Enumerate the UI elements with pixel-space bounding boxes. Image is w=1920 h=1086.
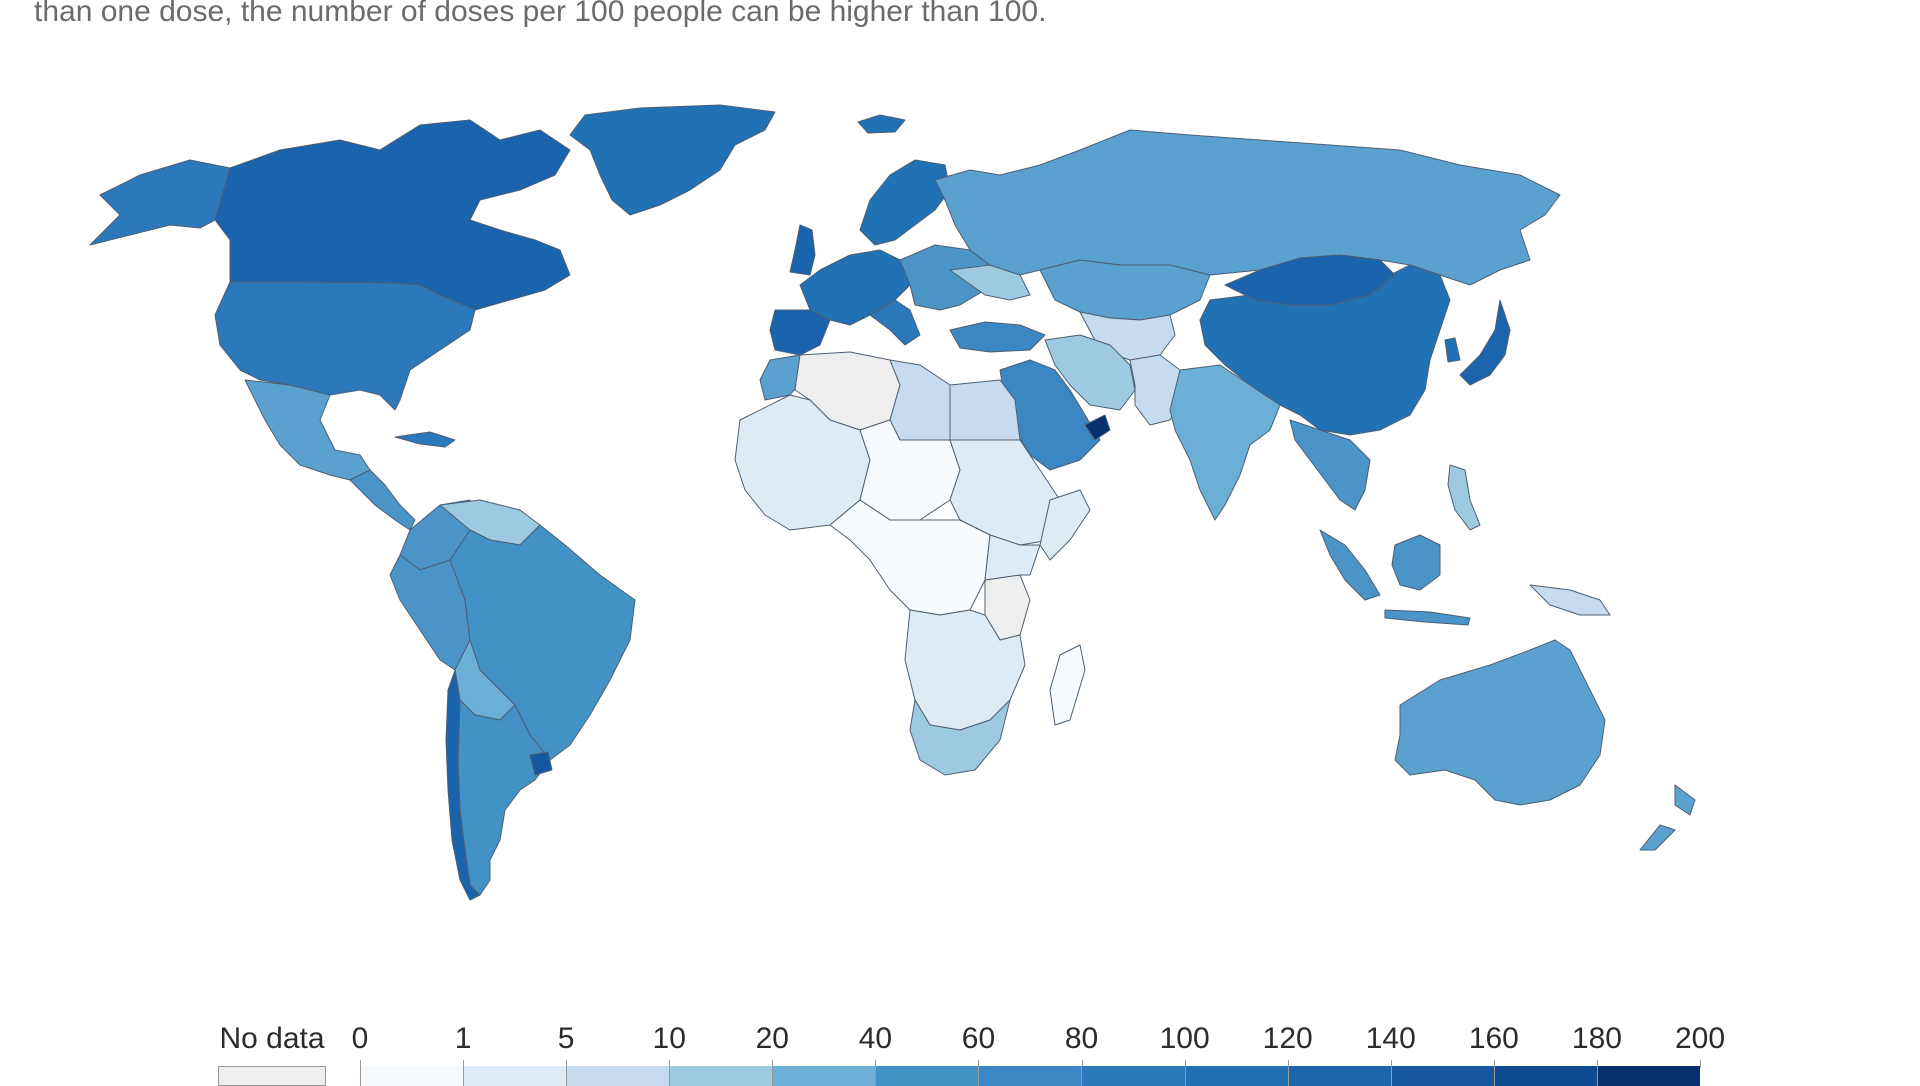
eastern-europe[interactable] bbox=[899, 244, 991, 311]
uae[interactable] bbox=[1084, 414, 1111, 441]
borneo[interactable] bbox=[1391, 534, 1441, 591]
legend-tick-label: 100 bbox=[1159, 1022, 1210, 1055]
legend-color-segment bbox=[1081, 1066, 1185, 1086]
chile[interactable] bbox=[445, 669, 481, 901]
iran[interactable] bbox=[1044, 334, 1136, 411]
mexico[interactable] bbox=[244, 379, 371, 481]
new-guinea[interactable] bbox=[1529, 584, 1611, 616]
legend-color-segment bbox=[1596, 1066, 1700, 1086]
legend-tick-label: 40 bbox=[858, 1022, 893, 1055]
legend-color-scale bbox=[360, 1066, 1700, 1086]
legend-no-data-label: No data bbox=[219, 1022, 325, 1055]
south-korea[interactable] bbox=[1444, 337, 1461, 363]
sumatra[interactable] bbox=[1319, 529, 1381, 601]
legend-tick-mark bbox=[1287, 1060, 1289, 1068]
legend-tick-label: 0 bbox=[351, 1022, 369, 1055]
kazakhstan[interactable] bbox=[1039, 259, 1211, 321]
legend-tick-mark bbox=[1081, 1060, 1083, 1068]
legend-color-segment bbox=[1184, 1066, 1288, 1086]
legend-tick-mark bbox=[360, 1060, 361, 1068]
australia[interactable] bbox=[1394, 639, 1606, 806]
legend-tick-label: 180 bbox=[1571, 1022, 1622, 1055]
italy[interactable] bbox=[869, 299, 921, 346]
turkey[interactable] bbox=[949, 321, 1046, 353]
legend-tick-mark bbox=[772, 1060, 774, 1068]
legend-tick-label: 60 bbox=[961, 1022, 996, 1055]
legend-tick-label: 20 bbox=[755, 1022, 789, 1055]
iberia[interactable] bbox=[769, 309, 831, 356]
mongolia[interactable] bbox=[1224, 254, 1396, 306]
legend-color-segment bbox=[360, 1066, 464, 1086]
uruguay[interactable] bbox=[529, 751, 553, 776]
legend-color-segment bbox=[1287, 1066, 1391, 1086]
legend-color-segment bbox=[978, 1066, 1082, 1086]
legend-no-data-swatch bbox=[218, 1066, 326, 1086]
legend-tick-mark bbox=[669, 1060, 671, 1068]
legend-tick-label: 1 bbox=[454, 1022, 472, 1055]
libya[interactable] bbox=[889, 359, 951, 441]
kenya[interactable] bbox=[984, 534, 1041, 581]
russia[interactable] bbox=[934, 129, 1561, 286]
legend-tick-label: 200 bbox=[1674, 1022, 1726, 1055]
central-america[interactable] bbox=[349, 469, 416, 531]
cuba[interactable] bbox=[394, 431, 456, 448]
legend-tick-mark bbox=[978, 1060, 980, 1068]
legend-tick-label: 10 bbox=[652, 1022, 686, 1055]
legend-tick-mark bbox=[1493, 1060, 1495, 1068]
madagascar[interactable] bbox=[1049, 644, 1086, 726]
legend-tick-label: 160 bbox=[1468, 1022, 1519, 1055]
japan[interactable] bbox=[1459, 299, 1511, 386]
southeast-asia[interactable] bbox=[1289, 419, 1371, 511]
new-zealand[interactable] bbox=[1639, 784, 1696, 851]
legend-tick-mark bbox=[1700, 1060, 1701, 1068]
legend-color-segment bbox=[772, 1066, 876, 1086]
uk[interactable] bbox=[789, 224, 816, 276]
philippines[interactable] bbox=[1447, 464, 1481, 531]
legend-tick-label: 120 bbox=[1262, 1022, 1313, 1055]
legend-tick-label: 5 bbox=[557, 1022, 575, 1055]
map-subtitle: than one dose, the number of doses per 1… bbox=[34, 0, 1047, 28]
legend-color-segment bbox=[1390, 1066, 1494, 1086]
legend-color-segment bbox=[566, 1066, 670, 1086]
legend-tick-mark bbox=[1596, 1060, 1598, 1068]
legend-tick-mark bbox=[1184, 1060, 1186, 1068]
legend-tick-mark bbox=[566, 1060, 568, 1068]
legend-tick-mark bbox=[875, 1060, 877, 1068]
greenland[interactable] bbox=[569, 104, 776, 216]
south-africa[interactable] bbox=[909, 699, 1011, 776]
legend-tick-mark bbox=[463, 1060, 465, 1068]
usa[interactable] bbox=[214, 281, 476, 411]
alaska[interactable] bbox=[89, 159, 231, 246]
scandinavia[interactable] bbox=[859, 159, 951, 246]
legend-tick-mark bbox=[1390, 1060, 1392, 1068]
legend-color-segment bbox=[463, 1066, 567, 1086]
legend-tick-label: 80 bbox=[1064, 1022, 1099, 1055]
java[interactable] bbox=[1384, 609, 1471, 626]
legend-tick-label: 140 bbox=[1365, 1022, 1416, 1055]
legend-color-segment bbox=[875, 1066, 979, 1086]
legend-color-segment bbox=[669, 1066, 773, 1086]
legend-color-segment bbox=[1493, 1066, 1597, 1086]
iceland[interactable] bbox=[857, 114, 906, 134]
